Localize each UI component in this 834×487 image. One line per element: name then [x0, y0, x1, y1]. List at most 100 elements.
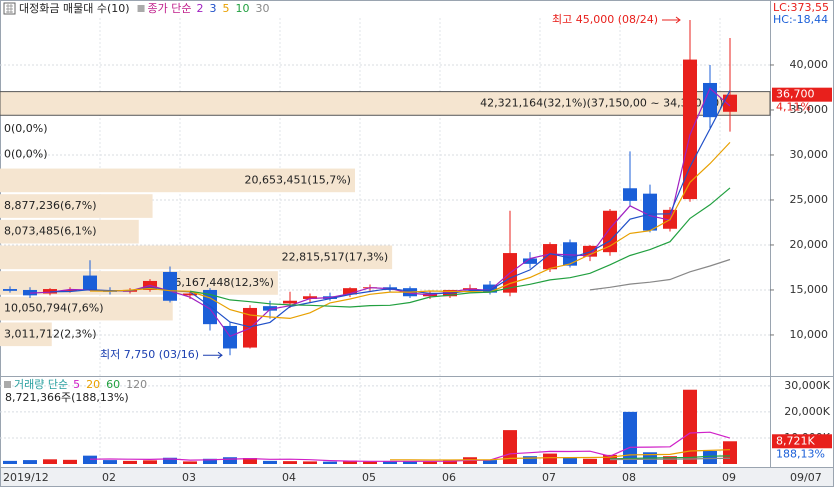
volume-bar	[243, 458, 257, 464]
volume-bar	[63, 459, 77, 464]
volume-bar	[623, 411, 637, 464]
panel-icon-grid	[6, 4, 13, 13]
volume-bar	[323, 461, 337, 464]
volume-bar	[163, 457, 177, 464]
y-tick-label: 20,000K	[784, 405, 830, 418]
legend-entry: 60	[106, 378, 120, 391]
candle-body	[543, 244, 557, 270]
candle-body	[683, 59, 697, 200]
volume-bar	[83, 455, 97, 464]
volume-bar	[683, 389, 697, 464]
candle-body	[483, 284, 497, 293]
volume-bar	[203, 458, 217, 464]
volume-bar	[303, 461, 317, 464]
profile-bar	[0, 91, 771, 116]
legend-entry: 5	[223, 2, 230, 15]
profile-label: 20,653,451(15,7%)	[244, 173, 351, 186]
y-tick-label: 20,000	[790, 238, 829, 251]
x-tick-label: 09	[722, 471, 736, 484]
candle-body	[263, 306, 277, 311]
low-arrow	[203, 351, 223, 359]
profile-label: 16,167,448(12,3%)	[167, 276, 274, 289]
profile-label: 42,321,164(32,1%)(37,150,00 ~ 34,300,00)	[480, 96, 723, 109]
y-tick-label: 25,000	[790, 193, 829, 206]
candle-body	[3, 289, 17, 291]
profile-label: 0(0,0%)	[4, 148, 48, 161]
y-tick-label: 10,000	[790, 328, 829, 341]
y-tick-label: 35,000	[790, 103, 829, 116]
candle-body	[723, 94, 737, 112]
volume-bar	[283, 461, 297, 464]
x-tick-label: 07	[542, 471, 556, 484]
x-tick-label: 2019/12	[3, 471, 49, 484]
volume-bar	[423, 461, 437, 464]
volume-bar	[223, 457, 237, 464]
legend-entry: 10	[236, 2, 250, 15]
profile-bar	[0, 271, 278, 295]
legend-entry: 5	[73, 378, 80, 391]
y-tick-label: 30,000K	[784, 379, 830, 392]
profile-label: 3,011,712(2,3%)	[4, 327, 97, 340]
candle-body	[83, 275, 97, 290]
volume-bar	[183, 461, 197, 464]
profile-bar	[0, 168, 355, 193]
last-volume-label: 8,721K	[776, 434, 815, 447]
legend-swatch	[137, 5, 145, 12]
y-tick-label: 30,000	[790, 148, 829, 161]
panel-icon[interactable]	[3, 2, 16, 15]
under-layer	[0, 18, 771, 467]
ma-line	[390, 449, 731, 461]
x-end-label: 09/07	[790, 471, 822, 484]
last-price-label: 36,700	[776, 88, 815, 101]
volume-bar	[23, 460, 37, 464]
profile-bar	[0, 296, 173, 321]
legend-entry: 20	[86, 378, 100, 391]
ma-line	[189, 187, 731, 308]
profile-label: 10,050,794(7,6%)	[4, 302, 104, 315]
profile-bar	[0, 194, 153, 218]
ma-line	[609, 455, 731, 460]
legend-prefix: 거래량 단순	[14, 378, 68, 391]
profile-label: 22,815,517(17,3%)	[282, 250, 389, 263]
candle-body	[343, 288, 357, 295]
profile-bar	[0, 322, 52, 347]
x-tick-label: 04	[282, 471, 296, 484]
y-tick-label: 40,000	[790, 58, 829, 71]
volume-ratio-label: 188,13%	[776, 447, 825, 460]
ma-line	[589, 258, 731, 291]
change-label: 4,11%	[776, 101, 811, 114]
candle-body	[603, 210, 617, 253]
x-tick-label: 02	[102, 471, 116, 484]
volume-bar	[403, 461, 417, 464]
low-label: 최저 7,750 (03/16)	[100, 348, 199, 361]
volume-bar	[43, 459, 57, 464]
volume-bar	[343, 460, 357, 464]
profile-bar	[0, 219, 139, 244]
ma-line	[29, 87, 731, 338]
volume-bar	[703, 450, 717, 464]
volume-info: 8,721,366주(188,13%)	[5, 391, 129, 404]
ma-line	[609, 457, 731, 461]
profile-label: 0(0,0%)	[4, 122, 48, 135]
candle-body	[63, 289, 77, 291]
candle-body	[563, 242, 577, 266]
last-volume-box	[772, 434, 832, 449]
volume-bar	[3, 460, 17, 464]
volume-bar	[103, 460, 117, 464]
legend-prefix: 종가 단순	[148, 2, 192, 15]
last-price-box	[772, 87, 832, 102]
high-arrow	[662, 16, 681, 24]
profile-label: 8,073,485(6,1%)	[4, 225, 97, 238]
volume-bar	[263, 460, 277, 464]
x-tick-label: 08	[622, 471, 636, 484]
volume-bar	[563, 457, 577, 464]
legend-entry: 2	[197, 2, 204, 15]
x-axis-band	[1, 468, 833, 486]
volume-bar	[443, 460, 457, 464]
top-layer: 10,000 15,000 20,000 25,000 30,000 35,000 40,0…	[3, 1, 832, 484]
chart-title: 대정화금 매물대 수(10)	[19, 2, 130, 15]
volume-bar	[363, 461, 377, 464]
volume-bar	[723, 441, 737, 464]
volume-bar	[583, 458, 597, 464]
